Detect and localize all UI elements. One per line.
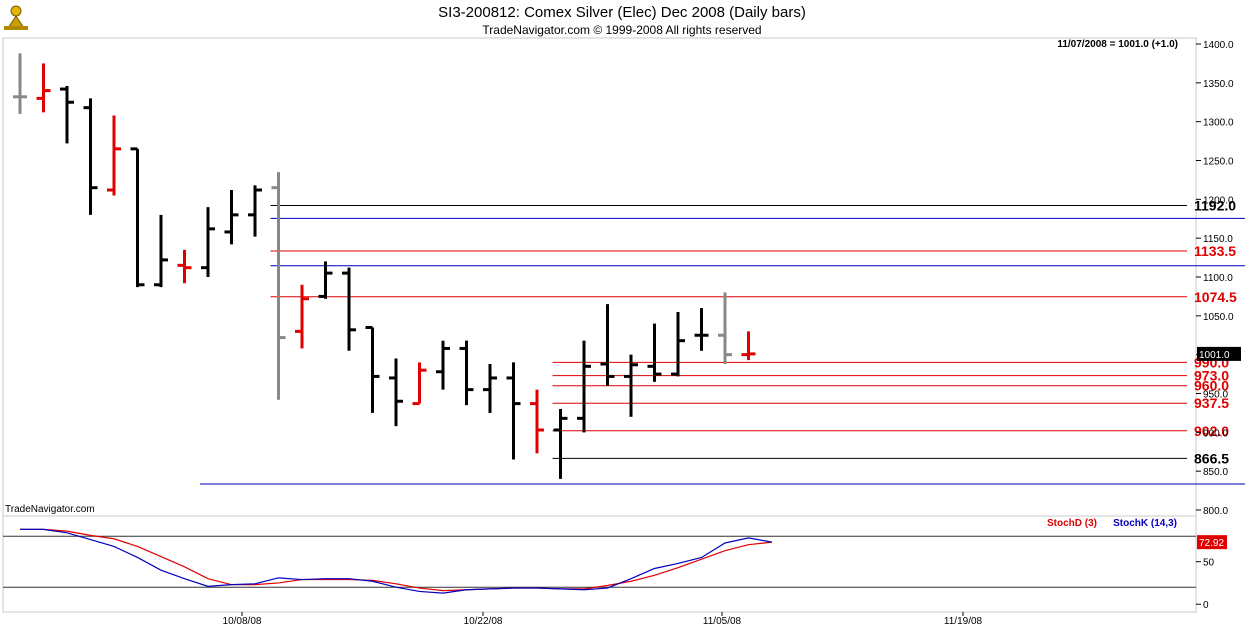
stochastic-series-line [20, 528, 773, 592]
price-axis-tick-label: 1350.0 [1203, 79, 1234, 90]
ohlc-bar [224, 190, 239, 245]
price-axis-tick-label: 800.0 [1203, 506, 1228, 517]
stochastic-axis: 0 50 72.92 [1196, 535, 1227, 611]
x-axis-tick-label: 11/05/08 [703, 616, 742, 627]
legend-entry-stochk: StochK (14,3) [1113, 518, 1177, 529]
ohlc-bar [318, 261, 333, 299]
ohlc-bar [718, 292, 732, 364]
chart-title: SI3-200812: Comex Silver (Elec) Dec 2008… [438, 4, 806, 21]
price-axis-tick-label: 1100.0 [1203, 273, 1233, 284]
ohlc-bar [36, 63, 51, 113]
ohlc-bar [530, 389, 544, 454]
level-label: 1074.5 [1194, 289, 1237, 305]
stochastic-panel-frame [2, 515, 1197, 613]
ohlc-bar [600, 304, 615, 386]
ohlc-bar [436, 340, 450, 390]
ohlc-bar [506, 362, 521, 460]
ohlc-bar [295, 284, 309, 349]
price-axis-tick-label: 1250.0 [1203, 157, 1234, 168]
price-axis-tick-label: 1300.0 [1203, 118, 1234, 129]
last-price-label: 1001.0 [1199, 350, 1230, 361]
price-axis-tick-label: 950.0 [1203, 390, 1228, 401]
ohlc-bar [107, 115, 121, 196]
stochastic-legend: StochK (14,3) StochD (3) [1047, 518, 1177, 529]
legend-entry-stochd: StochD (3) [1047, 518, 1097, 529]
chart-copyright: TradeNavigator.com © 1999-2008 All right… [482, 23, 761, 37]
ohlc-bar [342, 267, 356, 351]
ohlc-bar [459, 340, 474, 406]
level-label: 1133.5 [1194, 243, 1236, 259]
stochastic-last-marker [1197, 535, 1227, 550]
ohlc-bar [365, 325, 380, 413]
price-panel-frame [2, 37, 1197, 517]
price-axis-tick-label: 1150.0 [1203, 234, 1233, 245]
stochastic-series-line [20, 528, 773, 594]
x-axis-tick-label: 11/19/08 [944, 616, 983, 627]
ohlc-bar [83, 98, 98, 215]
level-label: 960.0 [1194, 378, 1229, 394]
level-label: 866.5 [1194, 450, 1229, 466]
ohlc-bar [647, 323, 662, 382]
ohlc-bar [412, 362, 427, 406]
stochastic-panel: StochK (14,3) StochD (3) 0 50 72.92 [2, 515, 1227, 613]
stochastic-axis-tick-label: 0 [1203, 600, 1209, 611]
ohlc-bar [577, 340, 591, 433]
price-levels: 1192.01175.51133.51114.51074.5990.0973.0… [200, 198, 1245, 485]
ohlc-bar [177, 249, 192, 284]
level-label: 973.0 [1194, 368, 1229, 384]
ohlc-bar [694, 308, 709, 351]
watermark-label: TradeNavigator.com [5, 504, 95, 515]
x-axis-tick-label: 10/22/08 [464, 616, 503, 627]
ohlc-bar [201, 207, 215, 277]
price-axis-tick-label: 1400.0 [1203, 40, 1234, 51]
ohlc-bar [624, 354, 638, 417]
ohlc-bar [553, 409, 568, 479]
price-axis-tick-label: 850.0 [1203, 467, 1228, 478]
app-logo-icon [4, 5, 28, 30]
ohlc-bar [248, 185, 262, 237]
ohlc-bar [60, 85, 74, 144]
header: SI3-200812: Comex Silver (Elec) Dec 2008… [4, 4, 1178, 515]
ohlc-bar [671, 311, 685, 377]
x-axis: 10/08/08 10/22/08 11/05/08 11/19/08 [223, 612, 983, 627]
ohlc-bar [154, 214, 168, 288]
ohlc-bar [130, 147, 145, 288]
ohlc-bar [389, 358, 403, 427]
x-axis-tick-label: 10/08/08 [223, 616, 262, 627]
level-label: 902.0 [1194, 423, 1229, 439]
ohlc-bar [13, 53, 27, 114]
price-axis-tick-label: 1200.0 [1203, 195, 1234, 206]
level-label: 1192.0 [1194, 198, 1236, 214]
last-value-info: 11/07/2008 = 1001.0 (+1.0) [1057, 39, 1178, 50]
ohlc-bar [271, 172, 286, 400]
price-bars [13, 53, 756, 479]
level-label: 937.5 [1194, 395, 1229, 411]
stochastic-lines [3, 528, 1196, 594]
stochastic-last-label: 72.92 [1199, 538, 1224, 549]
price-axis: 800.0850.0900.0950.01000.01050.01100.011… [1196, 40, 1241, 517]
last-price-marker [1197, 346, 1241, 361]
price-axis-tick-label: 900.0 [1203, 428, 1228, 439]
price-panel: 1192.01175.51133.51114.51074.5990.0973.0… [2, 37, 1245, 517]
price-axis-tick-label: 1050.0 [1203, 312, 1234, 323]
stochastic-axis-tick-label: 50 [1203, 558, 1215, 569]
ohlc-bar [741, 331, 756, 361]
ohlc-bar [483, 363, 497, 413]
